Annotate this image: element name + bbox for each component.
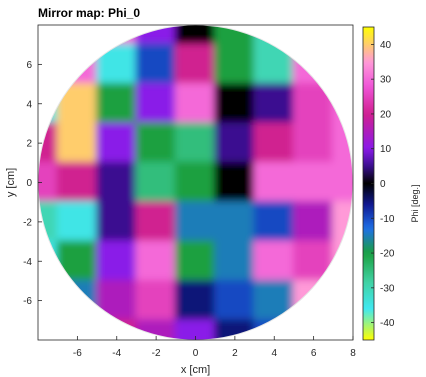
colorbar-tick-label: 0 [380,179,386,190]
colorbar-label: Phi [deg.] [410,184,420,222]
heatmap-cell [135,161,177,204]
heatmap-cell [38,161,59,204]
colorbar-tick-label: -30 [380,283,395,294]
heatmap-cell [174,83,217,125]
colorbar-tick-label: -10 [380,214,395,225]
heatmap-area [38,25,353,340]
heatmap-cell [96,43,138,86]
heatmap-cell [174,25,217,46]
heatmap-cell [96,201,138,243]
heatmap-cell [135,201,177,243]
x-tick-label: 0 [193,348,199,359]
heatmap-cell [56,240,99,282]
y-tick-label: 6 [26,60,32,71]
heatmap-cell [214,240,256,282]
y-tick-label: 2 [26,139,32,150]
y-tick-label: 4 [26,99,32,110]
x-tick-label: 6 [311,348,317,359]
heatmap-cell [96,122,138,164]
heatmap-cell [214,122,256,164]
heatmap-cell [214,279,256,322]
x-tick-label: -4 [112,348,121,359]
heatmap-cell [96,83,138,125]
y-axis: 6 4 2 0 -2 -4 -6 [23,60,42,307]
colorbar-tick-label: -40 [380,318,395,329]
x-tick-label: -6 [73,348,82,359]
heatmap-cell [96,279,138,322]
x-tick-label: -2 [152,348,161,359]
colorbar-tick-label: -20 [380,249,395,260]
heatmap-cell [56,201,99,243]
heatmap-cell [135,279,177,322]
heatmap-cell [174,279,217,322]
heatmap-cell [214,201,256,243]
heatmap-cell [56,122,99,164]
x-axis: -6 -4 -2 0 2 4 6 8 [73,336,356,359]
heatmap-cell [253,43,295,86]
heatmap-cell [253,83,295,125]
heatmap-cell [174,161,217,204]
heatmap-cell [332,161,353,204]
x-tick-label: 4 [271,348,277,359]
heatmap-cell [292,122,335,164]
heatmap-cell [174,201,217,243]
y-tick-label: -4 [23,257,32,268]
heatmap-cell [292,83,335,125]
colorbar: 40 30 20 10 0 -10 -20 -30 -40 Phi [deg.] [362,26,420,341]
heatmap-cell [253,279,295,322]
heatmap-cell [96,161,138,204]
heatmap-cell [135,83,177,125]
heatmap-cell [253,161,295,204]
x-tick-label: 2 [232,348,238,359]
colorbar-tick-label: 40 [380,40,392,51]
heatmap-cell [56,83,99,125]
x-axis-label: x [cm] [181,364,210,376]
heatmap-cell [292,240,335,282]
heatmap-cell [174,43,217,86]
heatmap-cell [214,161,256,204]
colorbar-tick-label: 30 [380,75,392,86]
y-axis-label: y [cm] [5,168,17,197]
y-tick-label: -6 [23,296,32,307]
colorbar-tick-label: 10 [380,144,392,155]
heatmap-cell [56,161,99,204]
heatmap-cell [214,83,256,125]
heatmap-cell [174,122,217,164]
heatmap-cell [253,240,295,282]
chart-title: Mirror map: Phi_0 [38,6,140,20]
heatmap-cell [253,122,295,164]
x-tick-label: 8 [350,348,356,359]
heatmap-cell [214,43,256,86]
heatmap-cell [292,201,335,243]
heatmap-cell [174,319,217,340]
heatmap-cell [174,240,217,282]
heatmap-cell [135,43,177,86]
heatmap-cell [253,201,295,243]
heatmap-cell [135,122,177,164]
colorbar-tick-label: 20 [380,109,392,120]
heatmap-cell [96,240,138,282]
heatmap-cell [135,240,177,282]
y-tick-label: 0 [26,178,32,189]
y-tick-label: -2 [23,217,32,228]
heatmap-cell [292,161,335,204]
